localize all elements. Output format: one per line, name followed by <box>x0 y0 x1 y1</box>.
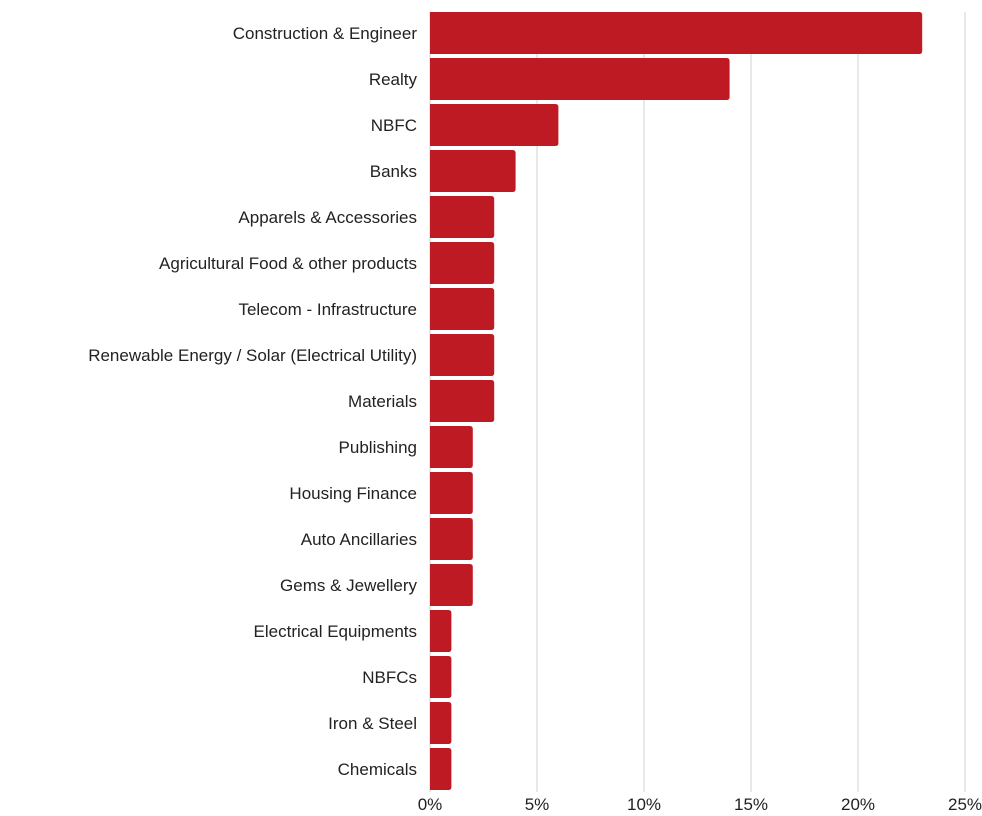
x-tick-labels: 0% 5% 10% 15% 20% 25% <box>418 795 982 814</box>
bar <box>430 748 452 790</box>
category-label: Publishing <box>339 438 417 457</box>
category-label: Renewable Energy / Solar (Electrical Uti… <box>88 346 417 365</box>
bar <box>430 702 452 744</box>
category-label: Gems & Jewellery <box>280 576 417 595</box>
bar <box>430 150 516 192</box>
bar <box>430 104 559 146</box>
category-label: Construction & Engineer <box>233 24 418 43</box>
category-label: Banks <box>370 162 417 181</box>
category-label: Materials <box>348 392 417 411</box>
bar <box>430 472 473 514</box>
x-tick-label: 15% <box>734 795 768 814</box>
bar <box>430 426 473 468</box>
bars <box>430 12 923 790</box>
category-label: NBFC <box>371 116 417 135</box>
bar <box>430 288 495 330</box>
category-label: NBFCs <box>362 668 417 687</box>
category-label: Electrical Equipments <box>254 622 417 641</box>
x-tick-label: 25% <box>948 795 982 814</box>
bar <box>430 380 495 422</box>
category-labels: Construction & Engineer Realty NBFC Banks Ap… <box>88 24 417 779</box>
category-label: Apparels & Accessories <box>238 208 417 227</box>
bar <box>430 518 473 560</box>
bar <box>430 242 495 284</box>
bar <box>430 564 473 606</box>
x-tick-label: 0% <box>418 795 443 814</box>
bar <box>430 334 495 376</box>
category-label: Housing Finance <box>289 484 417 503</box>
x-tick-label: 20% <box>841 795 875 814</box>
category-label: Chemicals <box>338 760 417 779</box>
bar <box>430 12 923 54</box>
category-label: Agricultural Food & other products <box>159 254 417 273</box>
bar <box>430 196 495 238</box>
bar <box>430 610 452 652</box>
x-tick-label: 5% <box>525 795 550 814</box>
category-label: Telecom - Infrastructure <box>238 300 417 319</box>
x-tick-label: 10% <box>627 795 661 814</box>
category-label: Realty <box>369 70 418 89</box>
bar <box>430 58 730 100</box>
category-label: Iron & Steel <box>328 714 417 733</box>
bar <box>430 656 452 698</box>
category-label: Auto Ancillaries <box>301 530 417 549</box>
